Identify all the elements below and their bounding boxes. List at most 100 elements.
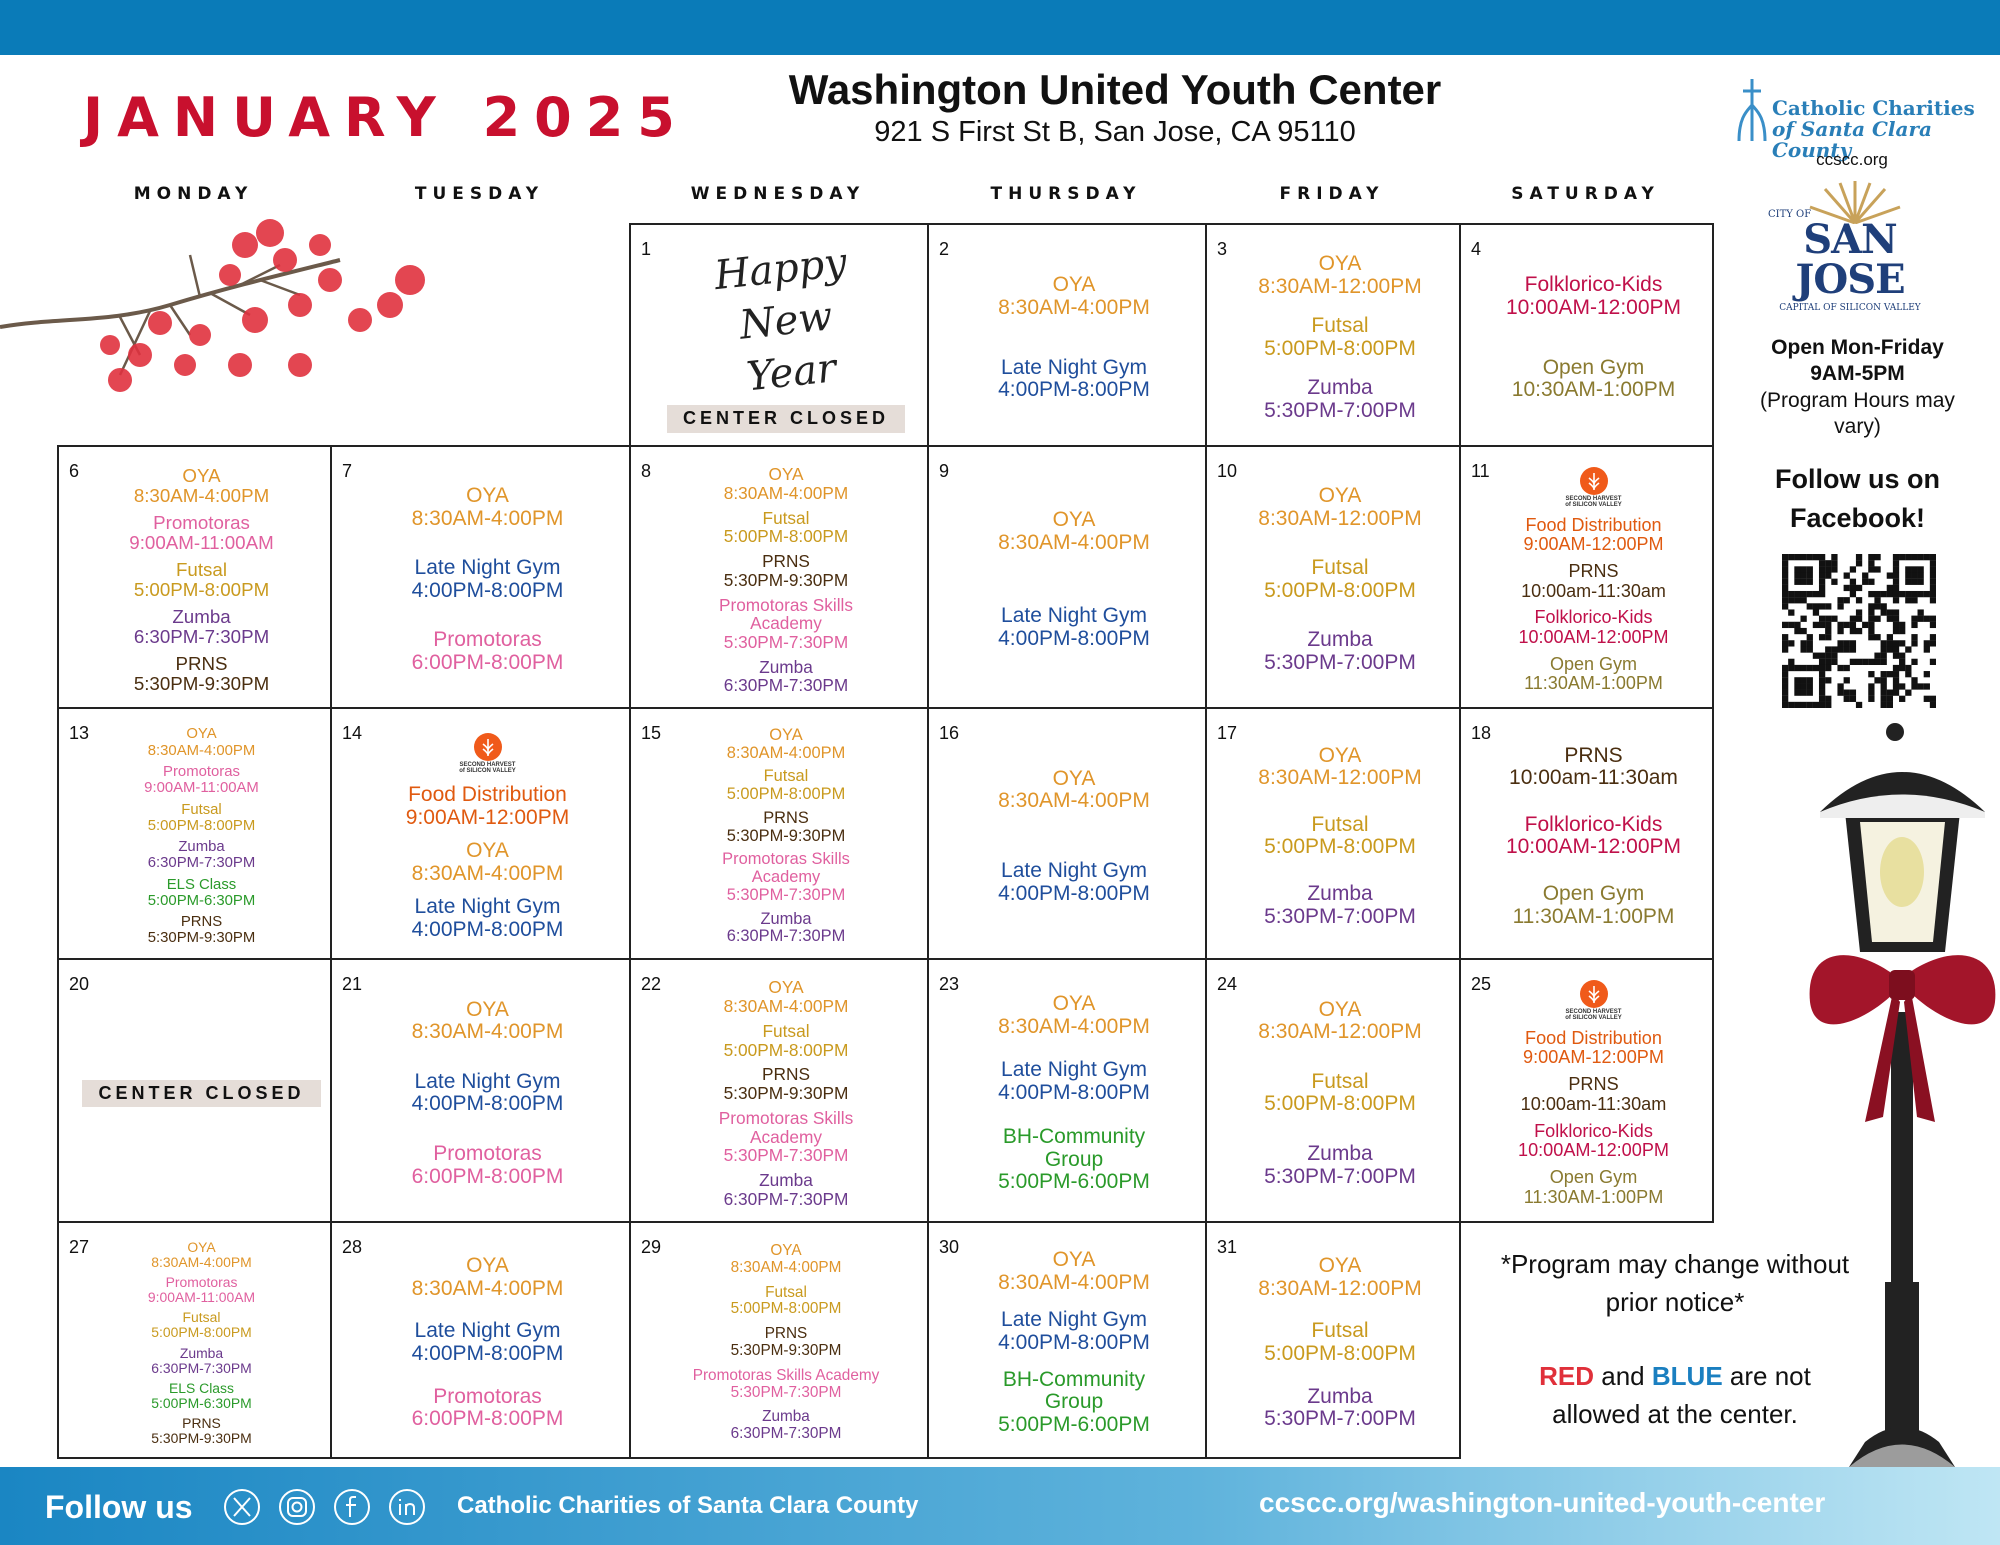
event-name: Zumba xyxy=(1307,628,1373,652)
and-word: and xyxy=(1601,1361,1645,1391)
event-name: Zumba xyxy=(1307,1384,1373,1408)
event-time: 5:30PM-7:30PM xyxy=(723,631,849,652)
center-closed: CENTER CLOSED xyxy=(82,1079,321,1108)
day-number: 22 xyxy=(641,974,662,994)
event-time: 9:00AM-12:00PM xyxy=(1523,534,1664,555)
events: OYA 8:30AM-4:00PM Late Night Gym 4:00PM-8:0… xyxy=(352,972,623,1215)
events: OYA 8:30AM-12:00PM Futsal 5:00PM-8:00PM Zumb… xyxy=(1227,459,1453,701)
event: Zumba 5:30PM-7:00PM xyxy=(1264,1384,1416,1431)
event-name: Futsal xyxy=(182,1309,221,1326)
event-name: OYA xyxy=(187,1239,216,1256)
day-cell: 31 OYA 8:30AM-12:00PM Futsal 5:00PM-8:00PM Zu… xyxy=(1205,1221,1461,1459)
event-name: PRNS xyxy=(762,551,810,572)
event: Open Gym 11:30AM-1:00PM xyxy=(1524,1168,1664,1207)
event-name: PRNS xyxy=(761,1064,810,1085)
event: OYA 8:30AM-12:00PM xyxy=(1258,1254,1421,1300)
day-cell: 21 OYA 8:30AM-4:00PM Late Night Gym 4:00PM-8… xyxy=(330,958,631,1223)
event-name: Late Night Gym xyxy=(414,556,561,580)
event-time: 8:30AM-4:00PM xyxy=(998,295,1150,319)
event: OYA 8:30AM-4:00PM xyxy=(998,273,1150,319)
event-name: OYA xyxy=(768,977,804,998)
event-name: Zumba xyxy=(178,839,225,856)
sh-line2: of SILICON VALLEY xyxy=(1565,1015,1622,1022)
sj-city-of: CITY OF xyxy=(1768,209,1812,220)
events: OYA 8:30AM-4:00PM Futsal 5:00PM-8:00PM PRNS 5… xyxy=(651,1235,921,1451)
event-time: 8:30AM-4:00PM xyxy=(730,1258,842,1276)
social-icons[interactable] xyxy=(222,1487,442,1527)
day-number: 6 xyxy=(69,461,80,481)
events: CENTER CLOSED xyxy=(79,972,324,1215)
cc-logo: Catholic Charities of Santa Clara County xyxy=(1772,98,2000,161)
day-cell: 8 OYA 8:30AM-4:00PM Futsal 5:00PM-8:00PM PRNS… xyxy=(629,445,929,709)
event-time: 5:00PM-8:00PM xyxy=(1264,1341,1416,1365)
event-time: 8:30AM-4:00PM xyxy=(723,482,849,503)
event: OYA 8:30AM-4:00PM xyxy=(412,1254,564,1300)
event-time: 4:00PM-8:00PM xyxy=(998,378,1150,402)
events: OYA 8:30AM-4:00PM Futsal 5:00PM-8:00PM PRNS 5… xyxy=(651,972,921,1215)
event: Futsal 5:00PM-8:00PM xyxy=(1264,315,1416,360)
events: OYA 8:30AM-4:00PM Late Night Gym 4:00PM-8:0… xyxy=(352,459,623,701)
event: OYA 8:30AM-4:00PM xyxy=(134,464,269,506)
event: PRNS 5:30PM-9:30PM xyxy=(731,1326,842,1359)
qr-code xyxy=(1782,554,1936,708)
events: OYA 8:30AM-4:00PM Late Night Gym 4:00PM-8:0… xyxy=(949,721,1199,952)
weekday: FRIDAY xyxy=(1279,184,1385,204)
day-number: 24 xyxy=(1217,974,1238,994)
day-cell: 27 OYA 8:30AM-4:00PM Promotoras 9:00AM-11:00… xyxy=(57,1221,332,1459)
event-time: 6:30PM-7:30PM xyxy=(726,927,846,946)
second-harvest-logo: SECOND HARVEST of SILICON VALLEY xyxy=(1565,979,1622,1021)
day-cell: 10 OYA 8:30AM-12:00PM Futsal 5:00PM-8:00PM Zu… xyxy=(1205,445,1461,709)
event-name: PRNS xyxy=(175,652,228,674)
event-time: 5:00PM-8:00PM xyxy=(1264,336,1416,360)
event: OYA 8:30AM-4:00PM xyxy=(412,839,564,885)
event-time: 8:30AM-12:00PM xyxy=(1258,275,1422,299)
event-time: 8:30AM-4:00PM xyxy=(411,1020,564,1044)
event-name: OYA xyxy=(1318,252,1362,276)
sh-line1: SECOND HARVEST xyxy=(1565,496,1622,503)
event: OYA 8:30AM-4:00PM xyxy=(998,992,1150,1038)
event: Late Night Gym 4:00PM-8:00PM xyxy=(998,356,1150,402)
footer-url[interactable]: ccscc.org/washington-united-youth-center xyxy=(1259,1487,1826,1518)
event-time: 5:00PM-8:00PM xyxy=(730,1300,842,1318)
event-time: 8:30AM-12:00PM xyxy=(1258,1020,1422,1044)
events: OYA 8:30AM-4:00PM Promotoras 9:00AM-11:00AM… xyxy=(79,721,324,952)
event-name: OYA xyxy=(182,464,221,486)
day-cell: 7 OYA 8:30AM-4:00PM Late Night Gym 4:00PM-8:… xyxy=(330,445,631,709)
event-name: PRNS xyxy=(1564,743,1623,767)
follow-facebook: Follow us on Facebook! xyxy=(1775,464,1940,534)
event: Futsal 5:00PM-8:00PM xyxy=(1264,1320,1416,1365)
event: Futsal 5:00PM-8:00PM xyxy=(724,1022,849,1059)
event-time: 5:00PM-8:00PM xyxy=(726,785,846,804)
event-time: 8:30AM-4:00PM xyxy=(998,531,1150,555)
event: Futsal 5:00PM-8:00PM xyxy=(134,559,269,600)
events: Happy New Year CENTER CLOSED xyxy=(651,237,921,439)
event-name: Zumba xyxy=(759,1170,813,1191)
blue-word: BLUE xyxy=(1651,1361,1723,1391)
day-number: 3 xyxy=(1217,239,1228,259)
event-time: 5:30PM-7:30PM xyxy=(723,1145,849,1166)
event-name: OYA xyxy=(1052,992,1096,1016)
lamp-post xyxy=(1809,723,1996,1467)
event-time: 5:30PM-9:30PM xyxy=(730,1341,842,1359)
sh-line1: SECOND HARVEST xyxy=(1565,1009,1622,1016)
event-name: Food Distribution xyxy=(408,783,567,807)
event: Zumba 5:30PM-7:00PM xyxy=(1264,628,1416,674)
event: OYA 8:30AM-4:00PM xyxy=(998,767,1150,813)
event-time: 5:00PM-6:00PM xyxy=(998,1412,1150,1436)
day-number: 27 xyxy=(69,1237,90,1257)
event-name: Zumba xyxy=(1307,376,1373,400)
event-name: PRNS xyxy=(1568,1074,1619,1095)
event: OYA 8:30AM-4:00PM xyxy=(148,726,255,758)
event-time: 5:30PM-7:00PM xyxy=(1264,1407,1416,1431)
event: Zumba 5:30PM-7:00PM xyxy=(1264,376,1416,422)
event-name: ELS Class xyxy=(169,1379,234,1396)
event-name: Late Night Gym xyxy=(1001,858,1147,882)
event: Zumba 5:30PM-7:00PM xyxy=(1264,1142,1416,1188)
weekday: WEDNESDAY xyxy=(690,184,866,204)
event-time: 9:00AM-11:00AM xyxy=(144,780,259,797)
event-time: 10:30AM-1:00PM xyxy=(1511,378,1676,402)
event-time: 4:00PM-8:00PM xyxy=(998,1081,1150,1105)
sh-icon xyxy=(473,732,502,761)
event: Food Distribution 9:00AM-12:00PM xyxy=(406,784,569,829)
event: Open Gym 10:30AM-1:00PM xyxy=(1511,356,1676,402)
